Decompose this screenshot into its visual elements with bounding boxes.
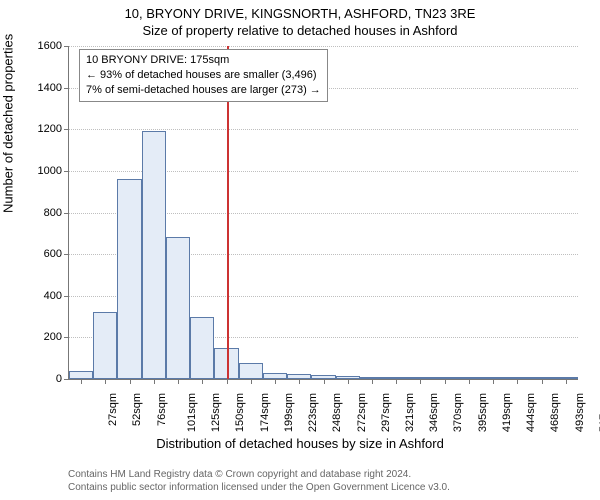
x-tick <box>517 379 518 384</box>
callout-line: 7% of semi-detached houses are larger (2… <box>86 83 321 98</box>
y-tick-label: 1000 <box>22 165 62 177</box>
y-axis-label: Number of detached properties <box>1 34 16 213</box>
attribution-line2: Contains public sector information licen… <box>68 481 450 494</box>
x-tick-label: 468sqm <box>550 393 562 432</box>
chart-container: 10, BRYONY DRIVE, KINGSNORTH, ASHFORD, T… <box>0 0 600 500</box>
x-tick <box>566 379 567 384</box>
y-tick-label: 200 <box>22 331 62 343</box>
histogram-bar <box>69 371 93 379</box>
x-tick-label: 444sqm <box>525 393 537 432</box>
callout-line: ← 93% of detached houses are smaller (3,… <box>86 68 321 83</box>
y-tick-label: 1600 <box>22 40 62 52</box>
x-tick <box>493 379 494 384</box>
x-tick <box>469 379 470 384</box>
histogram-bar <box>166 237 190 379</box>
y-tick <box>64 88 69 89</box>
y-tick-label: 800 <box>22 207 62 219</box>
y-tick <box>64 254 69 255</box>
x-tick-label: 199sqm <box>283 393 295 432</box>
y-tick-label: 600 <box>22 248 62 260</box>
y-tick <box>64 129 69 130</box>
x-tick-label: 52sqm <box>131 393 143 426</box>
x-tick-label: 76sqm <box>156 393 168 426</box>
callout-line: 10 BRYONY DRIVE: 175sqm <box>86 53 321 68</box>
x-tick <box>81 379 82 384</box>
y-tick <box>64 379 69 380</box>
x-tick <box>324 379 325 384</box>
gridline <box>69 46 578 47</box>
x-tick <box>251 379 252 384</box>
x-tick <box>372 379 373 384</box>
chart-title-line2: Size of property relative to detached ho… <box>0 23 600 38</box>
x-tick-label: 297sqm <box>380 393 392 432</box>
attribution-text: Contains HM Land Registry data © Crown c… <box>68 468 450 494</box>
y-tick <box>64 46 69 47</box>
x-tick <box>154 379 155 384</box>
x-tick <box>202 379 203 384</box>
x-tick-label: 174sqm <box>259 393 271 432</box>
y-tick <box>64 337 69 338</box>
x-tick-label: 125sqm <box>210 393 222 432</box>
x-tick <box>445 379 446 384</box>
plot-area: 10 BRYONY DRIVE: 175sqm← 93% of detached… <box>68 46 578 380</box>
x-tick <box>105 379 106 384</box>
y-tick-label: 400 <box>22 290 62 302</box>
y-tick-label: 1200 <box>22 123 62 135</box>
x-tick <box>348 379 349 384</box>
attribution-line1: Contains HM Land Registry data © Crown c… <box>68 468 450 481</box>
x-tick <box>396 379 397 384</box>
x-tick-label: 493sqm <box>574 393 586 432</box>
x-tick <box>542 379 543 384</box>
x-tick-label: 27sqm <box>107 393 119 426</box>
x-tick <box>299 379 300 384</box>
x-tick-label: 150sqm <box>234 393 246 432</box>
x-tick <box>420 379 421 384</box>
y-tick <box>64 171 69 172</box>
histogram-bar <box>239 363 263 379</box>
x-tick <box>227 379 228 384</box>
x-tick <box>178 379 179 384</box>
x-tick-label: 346sqm <box>428 393 440 432</box>
x-tick-label: 321sqm <box>404 393 416 432</box>
x-tick-label: 272sqm <box>356 393 368 432</box>
x-tick-label: 370sqm <box>453 393 465 432</box>
chart-title-line1: 10, BRYONY DRIVE, KINGSNORTH, ASHFORD, T… <box>0 6 600 21</box>
histogram-bar <box>142 131 166 379</box>
x-tick <box>275 379 276 384</box>
x-axis-label: Distribution of detached houses by size … <box>0 436 600 451</box>
y-tick <box>64 296 69 297</box>
x-tick-label: 248sqm <box>331 393 343 432</box>
x-tick-label: 395sqm <box>477 393 489 432</box>
x-tick <box>130 379 131 384</box>
x-tick-label: 223sqm <box>307 393 319 432</box>
histogram-bar <box>190 317 214 379</box>
histogram-bar <box>117 179 141 379</box>
callout-box: 10 BRYONY DRIVE: 175sqm← 93% of detached… <box>79 49 328 102</box>
y-tick <box>64 213 69 214</box>
y-tick-label: 0 <box>22 373 62 385</box>
x-tick-label: 419sqm <box>501 393 513 432</box>
y-tick-label: 1400 <box>22 82 62 94</box>
histogram-bar <box>93 312 117 379</box>
x-tick-label: 101sqm <box>186 393 198 432</box>
gridline <box>69 129 578 130</box>
